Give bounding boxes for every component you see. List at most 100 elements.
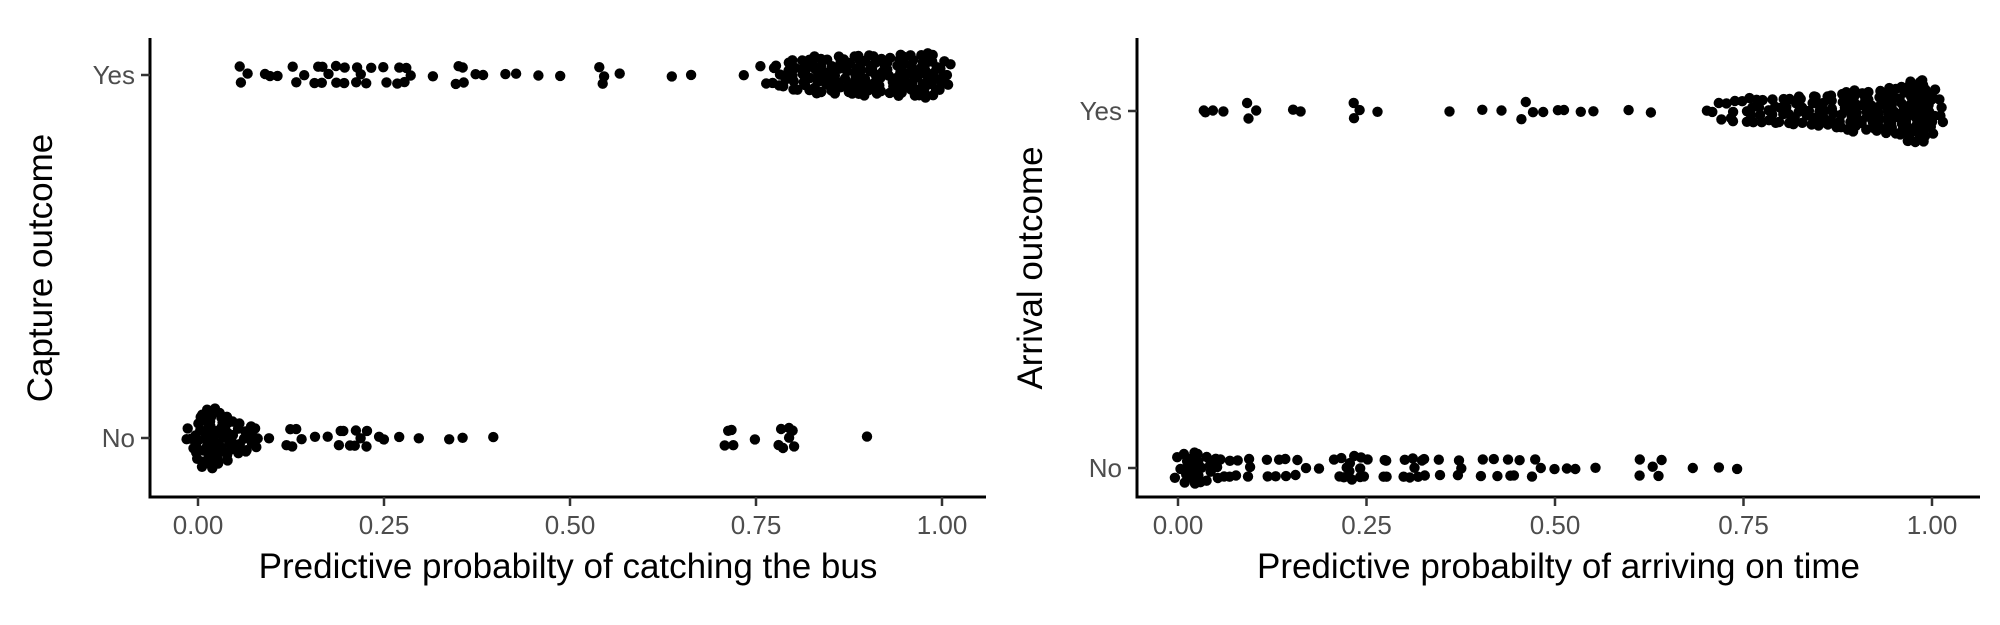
capture-point-yes [934,84,945,96]
capture-point-no [488,431,499,443]
capture-point-yes [427,71,439,82]
capture-point-no [249,423,261,434]
arrival-point-no [1336,452,1347,464]
arrival-point-no [1261,454,1273,465]
arrival-point-no [1561,463,1573,474]
capture-point-no [350,425,362,436]
capture-point-yes [317,61,328,72]
capture-point-yes [291,77,302,88]
arrival-x-tick-label: 1.00 [1907,510,1958,540]
capture-x-axis-title: Predictive probabilty of catching the bu… [259,547,878,586]
arrival-point-yes [1817,97,1829,109]
capture-point-no [322,431,333,442]
arrival-point-yes [1243,113,1254,124]
arrival-y-tick-label-no: No [1089,453,1122,483]
capture-point-yes [323,68,334,80]
arrival-point-no [1502,454,1514,465]
capture-point-yes [859,90,870,101]
arrival-point-yes [1207,105,1219,116]
arrival-point-yes [1588,106,1599,117]
arrival-point-no [1215,454,1226,465]
capture-point-yes [339,62,350,73]
capture-point-yes [912,71,923,83]
capture-point-yes [792,84,803,95]
arrival-point-no [1409,462,1420,473]
arrival-point-yes [1910,136,1921,148]
capture-point-no [777,442,789,454]
capture-point-yes [316,77,327,89]
capture-point-yes [666,71,677,82]
arrival-point-yes [1477,104,1488,116]
arrival-point-no [1243,453,1255,465]
arrival-point-yes [1748,117,1759,128]
arrival-point-no [1399,454,1411,465]
arrival-point-yes [1826,95,1837,107]
capture-point-yes [470,69,481,80]
arrival-point-no [1508,470,1520,481]
arrival-point-no [1280,470,1292,482]
capture-point-yes [875,86,887,97]
arrival-point-no [1362,454,1373,465]
capture-point-no [263,433,275,444]
arrival-point-yes [1520,96,1532,108]
arrival-point-yes [1936,102,1947,113]
capture-chart-panel: 0.00 0.25 0.50 0.75 1.00 No Yes Predictive prob… [21,38,986,586]
arrival-point-no [1355,463,1366,474]
capture-point-yes [614,68,625,79]
arrival-point-yes [1372,106,1383,118]
capture-point-no [234,418,245,429]
arrival-point-no [1590,462,1601,473]
capture-point-no [861,431,873,442]
arrival-point-yes [1444,106,1455,117]
arrival-point-yes [1937,116,1949,128]
arrival-point-yes [1713,97,1725,109]
capture-point-yes [770,60,782,71]
arrival-point-yes [1707,106,1718,118]
capture-point-yes [272,70,283,82]
arrival-point-no [1201,451,1212,463]
arrival-point-yes [1348,97,1359,109]
capture-point-yes [738,70,749,81]
capture-point-no [719,440,730,451]
arrival-point-no [1475,470,1487,482]
arrival-point-no [1280,453,1291,465]
arrival-point-yes [1575,106,1587,118]
capture-x-tick-label: 0.25 [359,510,410,540]
capture-point-yes [405,70,416,81]
arrival-point-yes [1813,120,1824,131]
arrival-point-no [1270,471,1281,482]
capture-point-no [234,438,245,450]
arrival-point-yes [1847,126,1859,137]
capture-point-no [196,461,208,472]
capture-y-axis-title: Capture outcome [21,134,60,402]
capture-y-tick-label-no: No [102,423,135,453]
capture-point-no [726,424,737,436]
arrival-point-yes [1927,128,1939,139]
arrival-point-no [1169,472,1181,483]
arrival-point-yes [1354,104,1365,116]
capture-point-no [349,440,360,451]
capture-point-yes [816,86,827,98]
arrival-x-tick-label: 0.75 [1718,510,1769,540]
arrival-point-no [1346,474,1358,485]
arrival-x-tick-label: 0.25 [1341,510,1392,540]
arrival-point-no [1192,448,1203,460]
capture-point-yes [399,76,410,88]
arrival-point-yes [1797,117,1808,128]
capture-point-yes [378,61,389,73]
arrival-point-no [1179,477,1190,488]
capture-point-yes [896,87,907,98]
capture-point-yes [755,60,766,72]
arrival-point-yes [1348,113,1360,124]
capture-point-yes [685,69,697,81]
arrival-point-no [1477,454,1489,465]
capture-point-no [361,441,372,452]
capture-point-yes [598,71,610,82]
arrival-point-no [1570,463,1581,475]
arrival-point-no [1242,471,1254,482]
arrival-point-no [1634,454,1646,465]
capture-point-yes [875,72,886,83]
capture-point-no [787,425,798,436]
arrival-point-yes [1767,109,1778,120]
